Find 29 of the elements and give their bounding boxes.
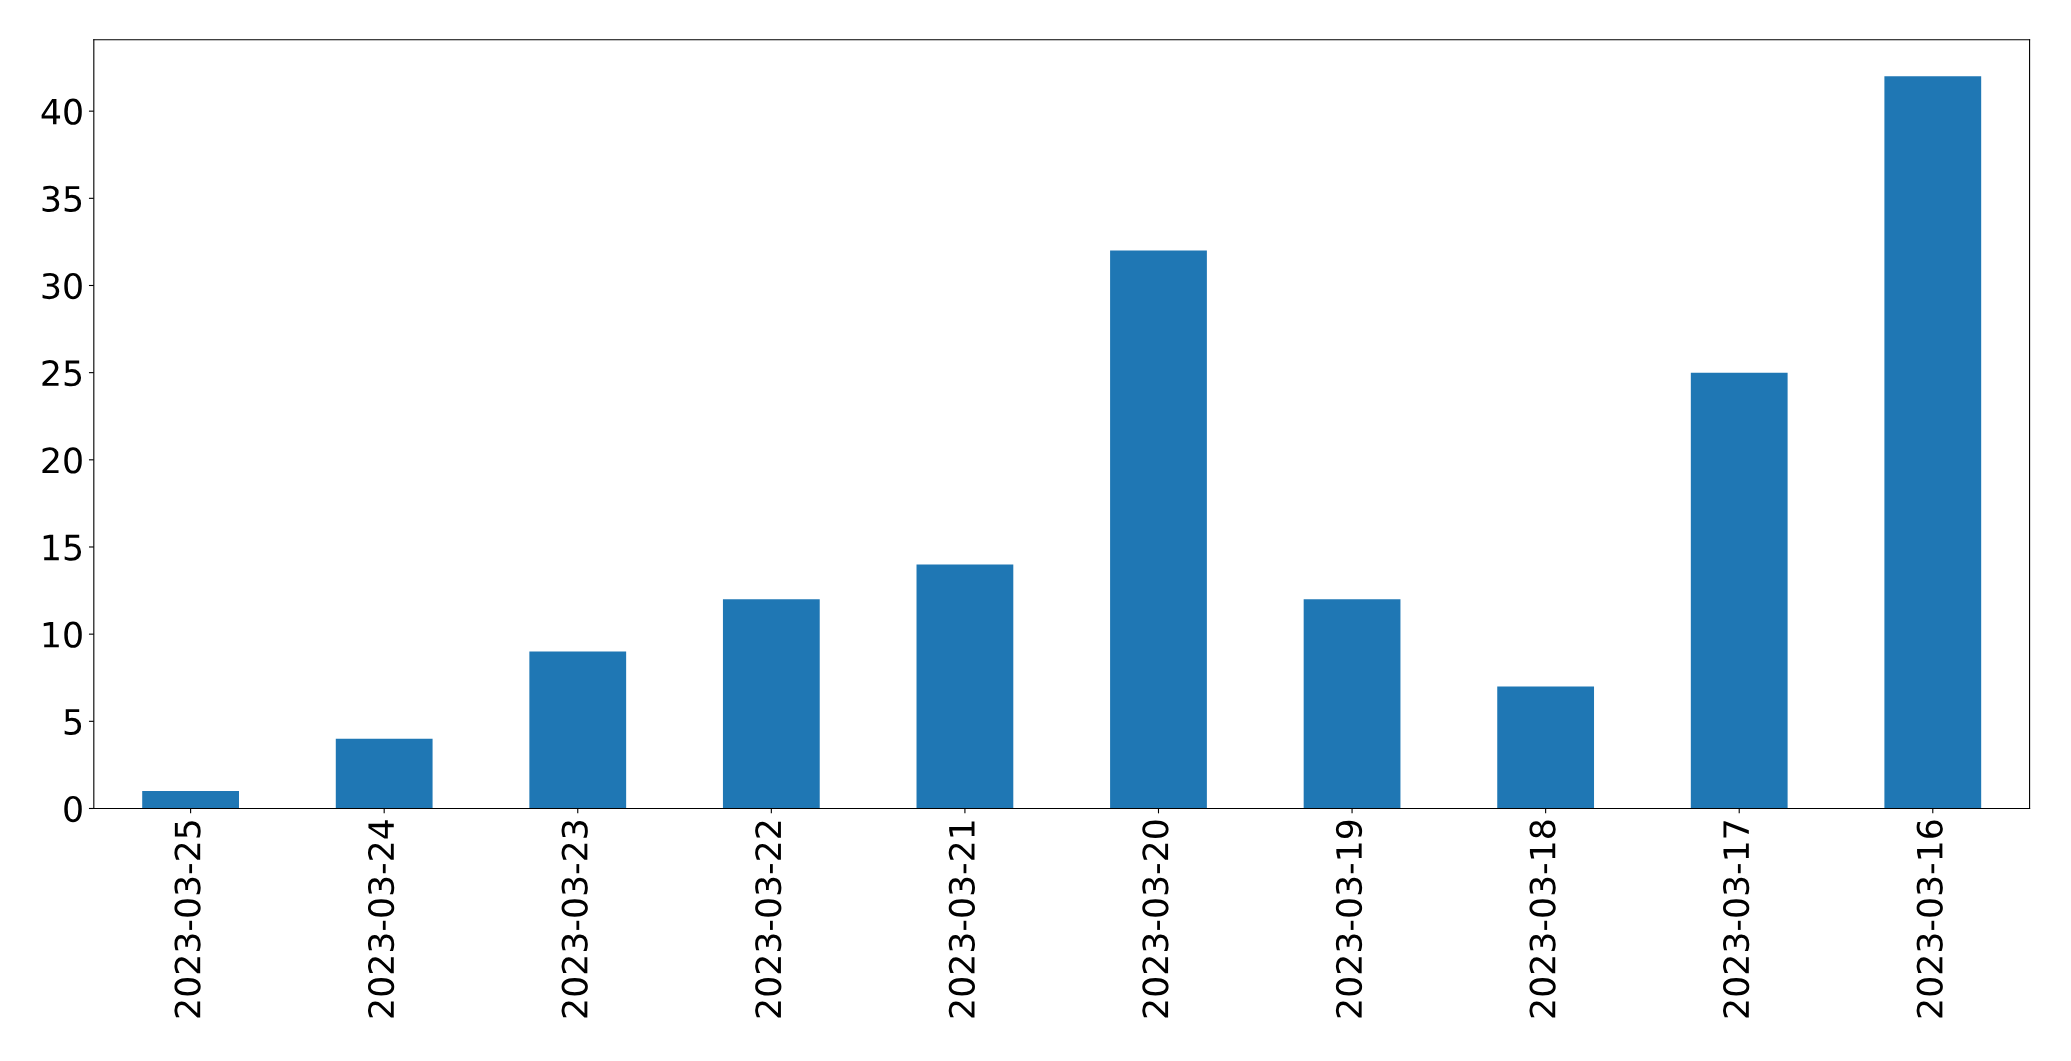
- y-tick-label: 20: [42, 447, 82, 474]
- x-tick-label: 2023-03-18: [1529, 820, 1556, 1018]
- x-tick-label: 2023-03-21: [948, 821, 975, 1018]
- bar: [1690, 372, 1788, 809]
- bar: [1303, 599, 1401, 809]
- x-tick-label: 2023-03-22: [755, 821, 782, 1018]
- bar: [916, 564, 1014, 809]
- y-tick-label: 5: [64, 709, 82, 735]
- y-tick-label: 25: [42, 360, 82, 387]
- x-tick-label: 2023-03-20: [1142, 820, 1169, 1018]
- bar: [142, 791, 239, 809]
- bar: [335, 738, 433, 809]
- y-tick-label: 35: [42, 185, 82, 213]
- y-tick-label: 0: [64, 795, 82, 823]
- bar: [1110, 250, 1207, 809]
- bar: [722, 599, 820, 809]
- bar: [1497, 686, 1595, 809]
- x-tick-label: 2023-03-25: [174, 821, 201, 1018]
- y-tick-label: 30: [42, 272, 82, 300]
- x-tick-label: 2023-03-19: [1335, 820, 1363, 1018]
- y-tick-label: 40: [41, 98, 82, 125]
- y-tick-label: 15: [43, 534, 82, 561]
- x-tick-label: 2023-03-24: [367, 820, 395, 1018]
- bar: [1884, 76, 1982, 809]
- x-tick-label: 2023-03-23: [561, 820, 588, 1018]
- y-tick-label: 10: [43, 621, 82, 648]
- x-tick-label: 2023-03-17: [1723, 821, 1750, 1018]
- x-tick-label: 2023-03-16: [1916, 820, 1943, 1018]
- bar: [529, 651, 627, 809]
